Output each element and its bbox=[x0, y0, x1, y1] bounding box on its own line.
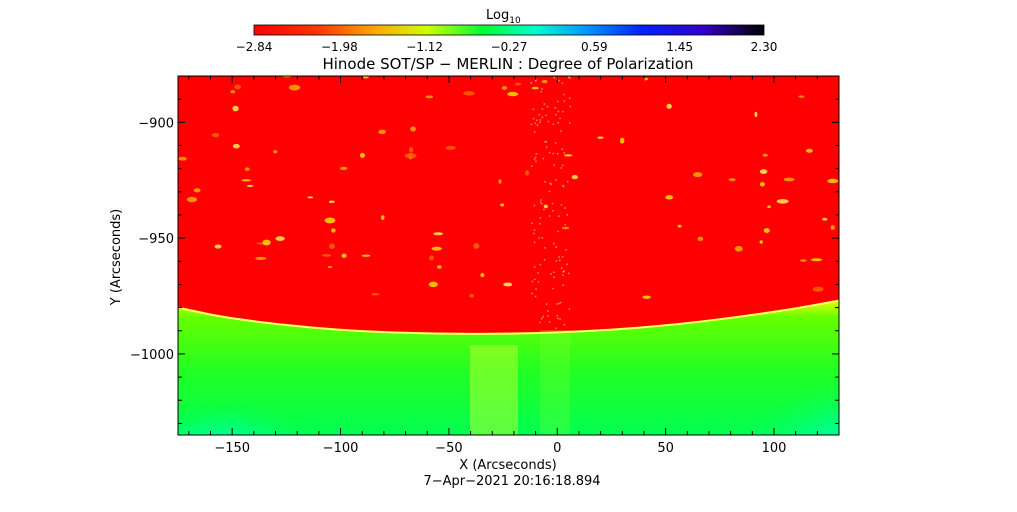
timestamp: 7−Apr−2021 20:16:18.894 bbox=[423, 474, 600, 489]
x-axis: −150 −100 −50 0 50 100 bbox=[188, 76, 840, 456]
colorbar-tick-label: −0.27 bbox=[491, 40, 528, 54]
y-axis: −900 −950 −1000 bbox=[130, 75, 839, 424]
colorbar-tick-label: −1.98 bbox=[321, 40, 358, 54]
x-tick-label: 100 bbox=[762, 441, 787, 456]
x-tick-label: −100 bbox=[323, 441, 359, 456]
y-tick-label: −950 bbox=[138, 232, 174, 247]
y-tick-label: −1000 bbox=[130, 348, 174, 363]
x-tick-label: −50 bbox=[435, 441, 462, 456]
colorbar-title: Log10 bbox=[486, 8, 521, 26]
plot-frame bbox=[177, 75, 840, 436]
y-axis-label: Y (Arcseconds) bbox=[109, 209, 124, 306]
colorbar-tick-label: 2.30 bbox=[751, 40, 778, 54]
colorbar-tick-label: 1.45 bbox=[666, 40, 693, 54]
colorbar-tick-label: 0.59 bbox=[581, 40, 608, 54]
colorbar-tick-label: −1.12 bbox=[406, 40, 443, 54]
chart-title: Hinode SOT/SP − MERLIN : Degree of Polar… bbox=[322, 55, 693, 73]
x-tick-label: 50 bbox=[657, 441, 674, 456]
heatmap-image bbox=[178, 76, 839, 435]
x-axis-label: X (Arcseconds) bbox=[459, 458, 556, 473]
colorbar bbox=[253, 24, 765, 36]
colorbar-ticks: −2.84 −1.98 −1.12 −0.27 0.59 1.45 2.30 bbox=[236, 40, 778, 54]
y-tick-label: −900 bbox=[138, 116, 174, 131]
colorbar-tick-label: −2.84 bbox=[236, 40, 273, 54]
x-tick-label: 0 bbox=[553, 441, 561, 456]
x-tick-label: −150 bbox=[214, 441, 250, 456]
